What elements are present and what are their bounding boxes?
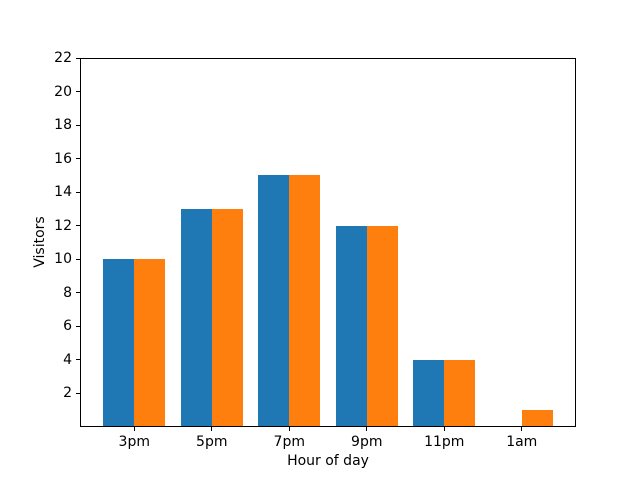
y-tick-label: 8 — [63, 284, 72, 301]
bar — [366, 225, 398, 427]
y-tick-mark — [76, 359, 80, 361]
y-tick-label: 14 — [54, 184, 72, 201]
bar — [444, 359, 476, 427]
y-tick-label: 10 — [54, 251, 72, 268]
y-tick-label: 4 — [63, 351, 72, 368]
x-tick-label: 1am — [506, 434, 538, 450]
y-tick-mark — [76, 91, 80, 93]
x-tick-label: 7pm — [273, 434, 305, 450]
y-tick-mark — [76, 325, 80, 327]
x-tick-mark — [366, 427, 368, 431]
x-tick-mark — [133, 427, 135, 431]
y-tick-label: 2 — [63, 385, 72, 402]
y-tick-mark — [76, 392, 80, 394]
x-tick-label: 5pm — [196, 434, 228, 450]
x-tick-label: 3pm — [118, 434, 150, 450]
bar — [289, 175, 321, 427]
y-tick-label: 16 — [54, 150, 72, 167]
y-tick-mark — [76, 292, 80, 294]
x-tick-label: 11pm — [424, 434, 465, 450]
bar — [521, 410, 553, 427]
bar — [180, 208, 212, 427]
x-tick-mark — [443, 427, 445, 431]
bar — [103, 259, 135, 427]
bar — [134, 259, 166, 427]
bar — [335, 225, 367, 427]
y-tick-mark — [76, 225, 80, 227]
y-tick-mark — [76, 57, 80, 59]
y-tick-label: 12 — [54, 217, 72, 234]
bar — [413, 359, 445, 427]
x-tick-mark — [288, 427, 290, 431]
y-tick-mark — [76, 258, 80, 260]
x-tick-mark — [211, 427, 213, 431]
bar — [258, 175, 290, 427]
bar — [211, 208, 243, 427]
y-tick-label: 22 — [54, 50, 72, 66]
y-tick-mark — [76, 158, 80, 160]
y-tick-label: 6 — [63, 318, 72, 335]
y-tick-label: 18 — [54, 117, 72, 134]
x-tick-label: 9pm — [351, 434, 383, 450]
y-tick-mark — [76, 191, 80, 193]
x-axis-title: Hour of day — [287, 453, 369, 469]
y-tick-label: 20 — [54, 83, 72, 100]
x-tick-mark — [521, 427, 523, 431]
y-tick-mark — [76, 124, 80, 126]
